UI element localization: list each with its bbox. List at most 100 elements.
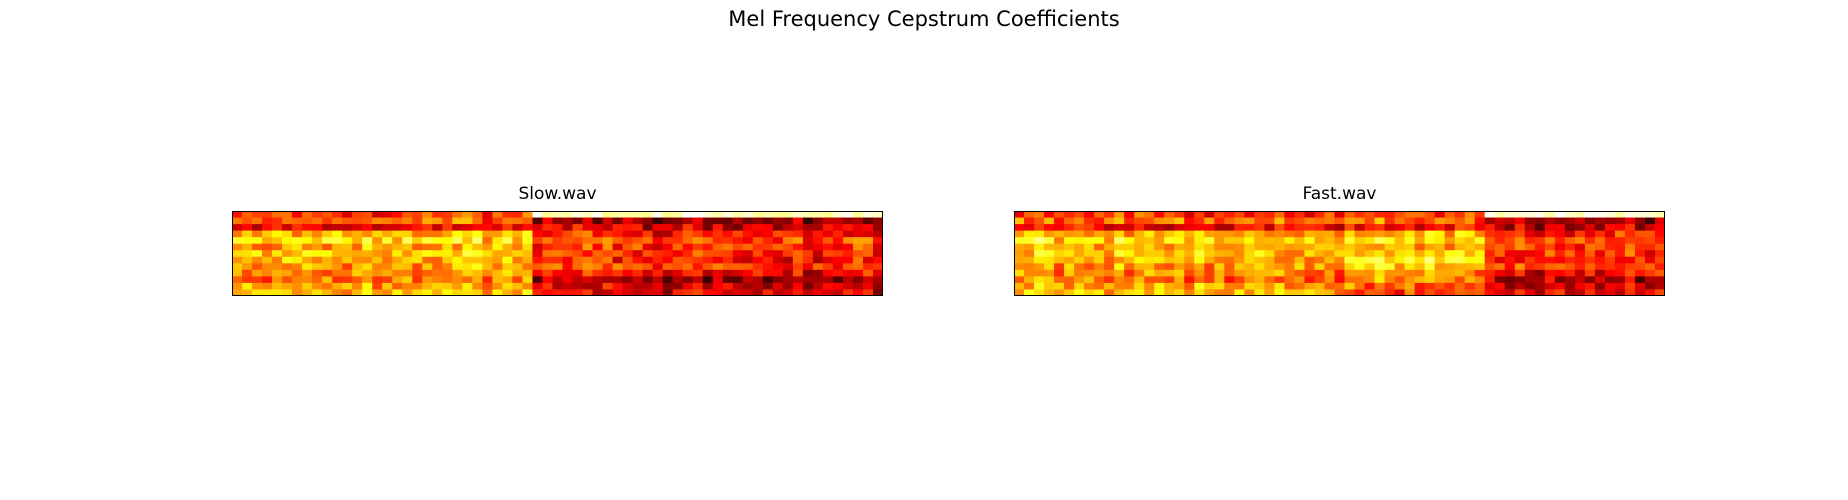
heatmap-cell [842, 256, 854, 264]
heatmap-cell [1064, 289, 1075, 296]
heatmap-cell [302, 282, 313, 291]
heatmap-cell [562, 237, 574, 245]
heatmap-cell [842, 282, 854, 291]
heatmap-cell [1144, 276, 1155, 284]
heatmap-cell [332, 282, 343, 291]
heatmap-cell [372, 224, 383, 232]
heatmap-cell [332, 289, 343, 296]
heatmap-cell [372, 263, 383, 271]
heatmap-cell [1324, 289, 1336, 296]
heatmap-cell [1604, 237, 1616, 245]
heatmap-cell [532, 211, 544, 219]
heatmap-cell [1494, 276, 1506, 284]
heatmap-cell [1414, 224, 1426, 232]
heatmap-cell [1254, 217, 1265, 225]
heatmap-cell [1244, 224, 1255, 232]
heatmap-cell [1604, 230, 1616, 238]
heatmap-cell [1444, 211, 1456, 219]
heatmap-cell [1514, 263, 1526, 271]
heatmap-cell [632, 269, 644, 277]
heatmap-cell [1234, 250, 1245, 258]
heatmap-cell [1504, 269, 1516, 277]
heatmap-cell [1274, 211, 1286, 219]
heatmap-cell [402, 269, 413, 277]
heatmap-cell [1614, 282, 1626, 291]
heatmap-cell [742, 289, 754, 296]
heatmap-cell [802, 211, 814, 219]
heatmap-cell [1034, 217, 1045, 225]
heatmap-cell [382, 230, 393, 238]
heatmap-cell [1484, 237, 1496, 245]
heatmap-cell [832, 230, 844, 238]
heatmap-cell [1394, 269, 1406, 277]
heatmap-cell [642, 282, 654, 291]
heatmap-cell [1174, 269, 1185, 277]
heatmap-cell [372, 276, 383, 284]
heatmap-cell [522, 289, 534, 296]
heatmap-cell [1564, 256, 1576, 264]
heatmap-cell [1374, 269, 1386, 277]
heatmap-cell [1454, 230, 1466, 238]
heatmap-cell [1314, 289, 1326, 296]
heatmap-cell [1184, 263, 1195, 271]
heatmap-cell [1474, 276, 1486, 284]
heatmap-cell [1084, 289, 1095, 296]
heatmap-cell [742, 256, 754, 264]
heatmap-cell [472, 250, 483, 258]
heatmap-cell [392, 256, 403, 264]
heatmap-cell [1644, 211, 1656, 219]
heatmap-cell [242, 256, 253, 264]
heatmap-cell [522, 230, 534, 238]
heatmap-cell [1354, 250, 1366, 258]
heatmap-cell [1344, 263, 1356, 271]
heatmap-cell [492, 269, 504, 277]
heatmap-cell [1144, 243, 1155, 251]
heatmap-cell [802, 289, 814, 296]
heatmap-cell [1544, 269, 1556, 277]
heatmap-cell [472, 224, 483, 232]
heatmap-cell [252, 230, 263, 238]
heatmap-cell [332, 250, 343, 258]
heatmap-cell [1334, 211, 1346, 219]
heatmap-cell [1634, 243, 1646, 251]
heatmap-cell [1594, 224, 1606, 232]
heatmap-cell [352, 243, 363, 251]
heatmap-cell [312, 237, 323, 245]
heatmap-cell [1584, 289, 1596, 296]
heatmap-cell [1634, 282, 1646, 291]
heatmap-cell [1384, 224, 1396, 232]
heatmap-cell [1344, 217, 1356, 225]
heatmap-cell [1634, 224, 1646, 232]
heatmap-cell [512, 269, 524, 277]
heatmap-cell [1484, 263, 1496, 271]
heatmap-cell [1434, 269, 1446, 277]
heatmap-cell [1374, 211, 1386, 219]
heatmap-cell [712, 276, 724, 284]
heatmap-cell [792, 289, 804, 296]
heatmap-cell [352, 224, 363, 232]
heatmap-cell [842, 263, 854, 271]
heatmap-cell [622, 276, 634, 284]
heatmap-cell [362, 230, 373, 238]
heatmap-cell [832, 269, 844, 277]
heatmap-cell [1444, 237, 1456, 245]
heatmap-cell [1034, 276, 1045, 284]
heatmap-cell [822, 250, 834, 258]
heatmap-cell [342, 256, 353, 264]
heatmap-cell [1464, 243, 1476, 251]
heatmap-cell [1114, 289, 1125, 296]
heatmap-cell [752, 211, 764, 219]
heatmap-cell [1224, 256, 1235, 264]
heatmap-cell [1184, 217, 1195, 225]
heatmap-cell [1174, 237, 1185, 245]
heatmap-cell [1154, 230, 1165, 238]
heatmap-cell [622, 217, 634, 225]
heatmap-cell [782, 269, 794, 277]
heatmap-cell [1314, 269, 1326, 277]
heatmap-cell [282, 237, 293, 245]
heatmap-cell [1034, 282, 1045, 291]
heatmap-cell [372, 289, 383, 296]
heatmap-cell [382, 282, 393, 291]
heatmap-cell [742, 263, 754, 271]
heatmap-cell [512, 276, 524, 284]
